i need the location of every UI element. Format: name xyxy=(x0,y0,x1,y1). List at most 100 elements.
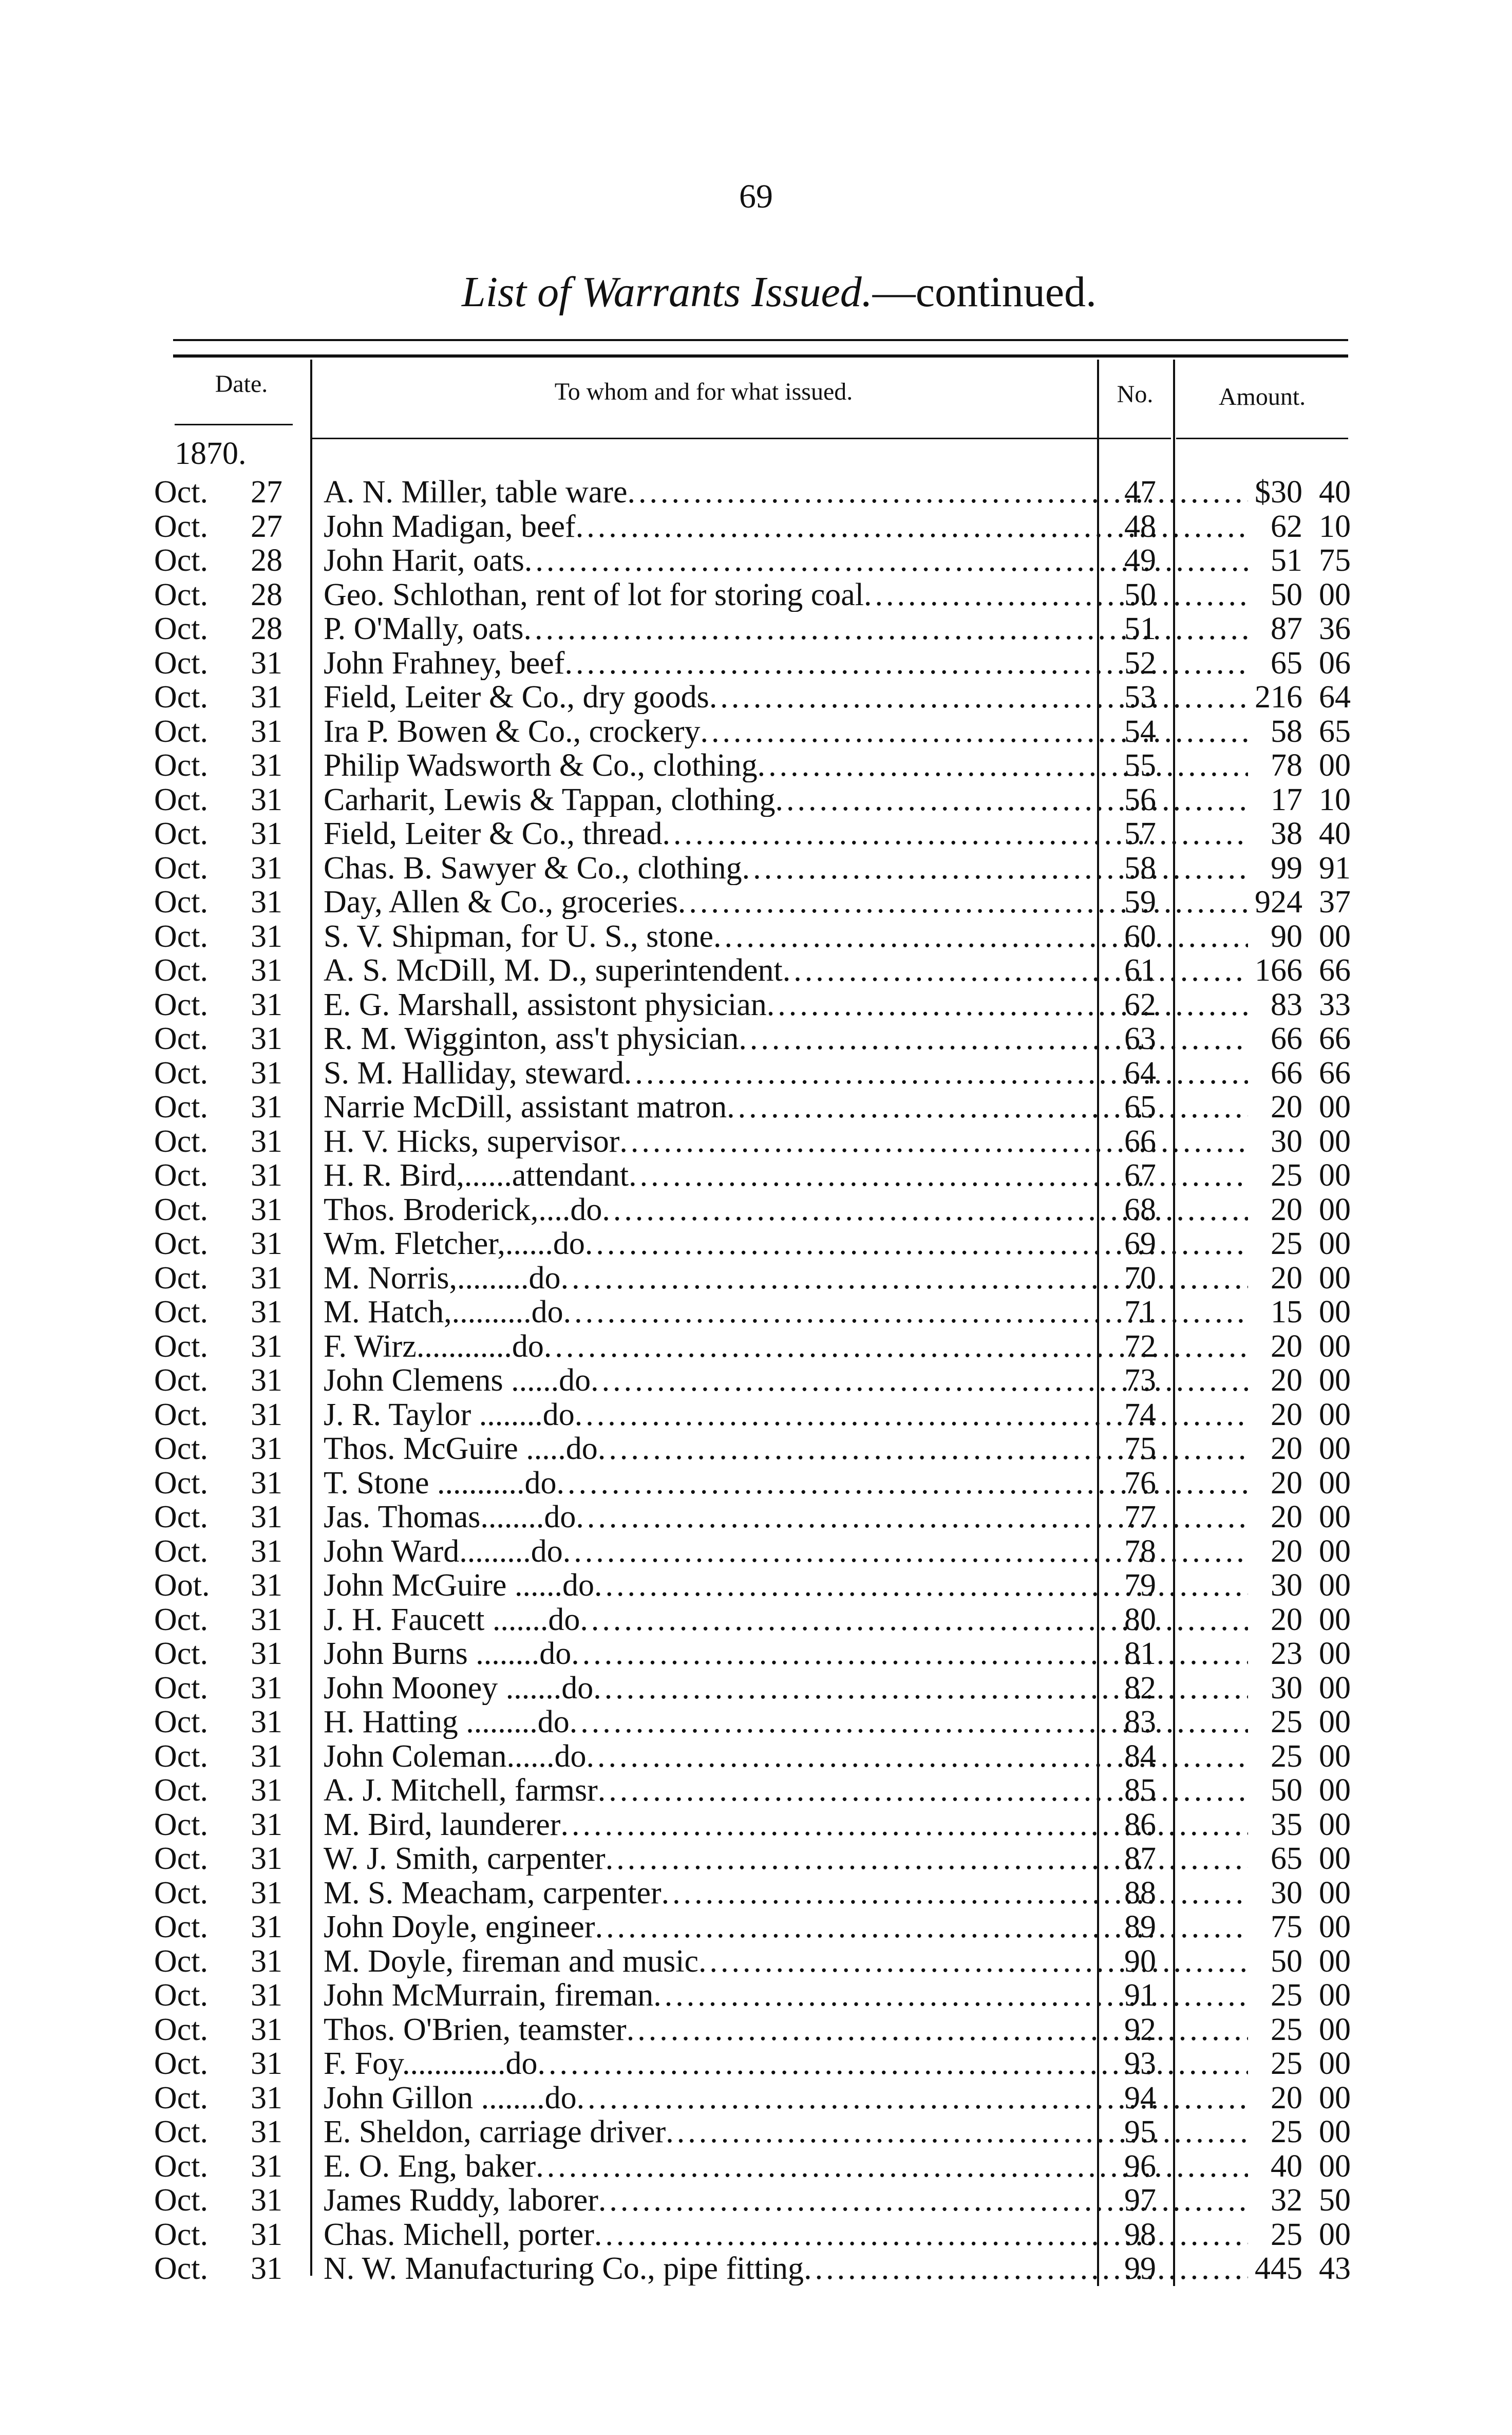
row-month: Oct. xyxy=(154,1260,209,1296)
table-row: Oct. 31 Chas. B. Sawyer & Co., clothing 5… xyxy=(154,851,1356,885)
table-row: Oct. 31 R. M. Wigginton, ass't physician … xyxy=(154,1022,1356,1056)
amount-cents: 10 xyxy=(1319,509,1351,544)
row-month: Oct. xyxy=(154,1226,209,1261)
amount-dollars: 50 xyxy=(1271,577,1302,612)
row-amount: 50 00 xyxy=(1212,1773,1351,1807)
row-date: Oct. 31 xyxy=(154,2183,282,2217)
amount-cents: 00 xyxy=(1319,1397,1351,1432)
row-day: 31 xyxy=(251,1841,282,1876)
row-payee: Jas. Thomas........do xyxy=(324,1500,576,1534)
row-month: Oct. xyxy=(154,2217,209,2252)
row-amount: 40 00 xyxy=(1212,2149,1351,2183)
row-payee: John McMurrain, fireman xyxy=(324,1978,654,2012)
row-day: 31 xyxy=(251,1704,282,1739)
amount-cents: 75 xyxy=(1319,543,1351,578)
row-description: M. Hatch,..........do xyxy=(324,1295,1248,1329)
row-month: Oct. xyxy=(154,1533,209,1569)
header-date: Date. xyxy=(215,370,268,398)
amount-cents: 91 xyxy=(1319,850,1351,886)
amount-dollars: 30 xyxy=(1271,1670,1302,1706)
row-amount: 20 00 xyxy=(1212,2081,1351,2115)
row-date: Oct. 31 xyxy=(154,1022,282,1056)
amount-cents: 00 xyxy=(1319,1226,1351,1261)
amount-cents: 00 xyxy=(1319,577,1351,612)
row-description: E. Sheldon, carriage driver xyxy=(324,2115,1248,2149)
row-amount: 20 00 xyxy=(1212,1363,1351,1397)
row-day: 31 xyxy=(251,2046,282,2081)
row-number: 92 xyxy=(1124,2012,1156,2047)
row-date: Oct. 31 xyxy=(154,783,282,817)
row-amount: 20 00 xyxy=(1212,1603,1351,1637)
row-date: Oct. 28 xyxy=(154,544,282,577)
row-number: 81 xyxy=(1124,1636,1156,1671)
row-day: 31 xyxy=(251,1226,282,1261)
table-row: Oct. 31 E. Sheldon, carriage driver 95 25… xyxy=(154,2115,1356,2149)
row-payee: John Ward.........do xyxy=(324,1534,563,1568)
row-amount: 65 06 xyxy=(1212,646,1351,680)
row-day: 31 xyxy=(251,1021,282,1056)
row-payee: Geo. Schlothan, rent of lot for storing … xyxy=(324,577,864,612)
table-row: Oct. 31 N. W. Manufacturing Co., pipe fit… xyxy=(154,2252,1356,2286)
row-date: Oct. 31 xyxy=(154,680,282,714)
amount-cents: 00 xyxy=(1319,919,1351,954)
row-number: 60 xyxy=(1124,919,1156,954)
row-day: 31 xyxy=(251,885,282,920)
amount-dollars: 66 xyxy=(1271,1055,1302,1091)
row-day: 31 xyxy=(251,1978,282,2013)
row-date: Oct. 27 xyxy=(154,510,282,544)
amount-dollars: 25 xyxy=(1271,1704,1302,1739)
amount-cents: 00 xyxy=(1319,1328,1351,1364)
row-date: Oct. 31 xyxy=(154,646,282,680)
row-amount: 20 00 xyxy=(1212,1193,1351,1227)
dot-leader xyxy=(713,920,1248,953)
amount-cents: 00 xyxy=(1319,1465,1351,1501)
row-day: 31 xyxy=(251,1397,282,1432)
row-number: 91 xyxy=(1124,1978,1156,2013)
row-number: 67 xyxy=(1124,1158,1156,1193)
amount-dollars: 166 xyxy=(1255,953,1302,988)
row-date: Oct. 31 xyxy=(154,1227,282,1261)
row-date: Oct. 31 xyxy=(154,885,282,919)
amount-dollars: 924 xyxy=(1255,885,1302,920)
row-month: Oct. xyxy=(154,1841,209,1876)
row-description: John Coleman......do xyxy=(324,1739,1248,1773)
row-day: 31 xyxy=(251,1738,282,1774)
amount-cents: 00 xyxy=(1319,1943,1351,1979)
row-number: 90 xyxy=(1124,1943,1156,1979)
row-date: Oct. 31 xyxy=(154,1295,282,1329)
row-month: Oct. xyxy=(154,475,209,510)
header-no: No. xyxy=(1117,381,1154,408)
dot-leader xyxy=(864,578,1248,612)
dot-leader xyxy=(701,715,1249,748)
row-number: 50 xyxy=(1124,577,1156,612)
row-description: S. V. Shipman, for U. S., stone xyxy=(324,920,1248,953)
row-amount: 25 00 xyxy=(1212,1705,1351,1739)
row-number: 87 xyxy=(1124,1841,1156,1876)
row-description: Philip Wadsworth & Co., clothing xyxy=(324,748,1248,782)
row-amount: 30 00 xyxy=(1212,1125,1351,1158)
amount-dollars: 75 xyxy=(1271,1909,1302,1944)
row-description: H. R. Bird,......attendant xyxy=(324,1158,1248,1192)
row-day: 31 xyxy=(251,1602,282,1637)
amount-cents: 00 xyxy=(1319,1841,1351,1876)
row-date: Oct. 31 xyxy=(154,920,282,953)
amount-cents: 66 xyxy=(1319,1021,1351,1056)
dot-leader xyxy=(767,988,1248,1022)
row-date: Oct. 31 xyxy=(154,1910,282,1944)
row-amount: 20 00 xyxy=(1212,1398,1351,1432)
amount-cents: 00 xyxy=(1319,1500,1351,1534)
row-day: 28 xyxy=(251,611,282,646)
amount-dollars: 20 xyxy=(1271,1260,1302,1296)
row-number: 69 xyxy=(1124,1226,1156,1261)
amount-dollars: 87 xyxy=(1271,611,1302,646)
row-date: Oct. 31 xyxy=(154,1193,282,1227)
row-description: T. Stone ...........do xyxy=(324,1466,1248,1500)
row-day: 31 xyxy=(251,1465,282,1501)
amount-dollars: 25 xyxy=(1271,1158,1302,1193)
row-amount: $30 40 xyxy=(1212,475,1351,509)
row-month: Oct. xyxy=(154,1500,209,1534)
amount-dollars: 62 xyxy=(1271,509,1302,544)
row-date: Oct. 31 xyxy=(154,1876,282,1910)
